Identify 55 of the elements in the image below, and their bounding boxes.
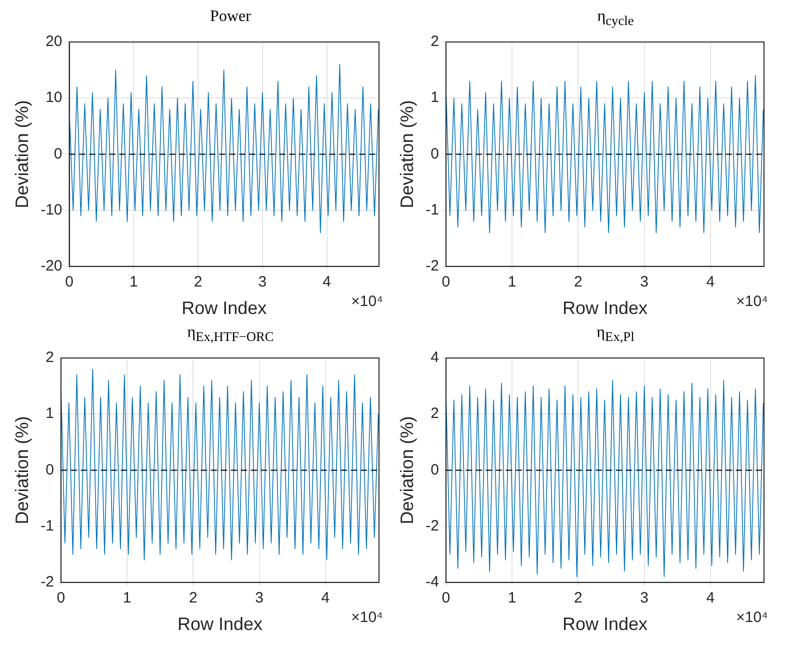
text: ×10⁴: [351, 609, 383, 626]
x-axis-title: Row Index: [182, 298, 267, 318]
y-tick-label: -20: [40, 258, 62, 275]
y-axis-title: Deviation (%): [396, 416, 417, 524]
y-tick-label: 20: [46, 33, 62, 50]
y-tick-label: 2: [430, 33, 439, 50]
x-tick-label: 1: [508, 274, 516, 291]
y-tick-label: 1: [46, 405, 54, 422]
x-tick-label: 3: [255, 590, 264, 607]
y-tick-label: 0: [430, 461, 439, 478]
x-tick-label: 0: [442, 590, 450, 607]
x-axis-title: Row Index: [177, 614, 262, 634]
x-tick-label: 4: [706, 274, 715, 291]
x-tick-label: 4: [322, 274, 332, 291]
y-tick-label: 2: [46, 349, 54, 366]
y-axis-title: Deviation (%): [396, 100, 417, 208]
y-tick-label: 2: [430, 405, 439, 422]
y-tick-label: 10: [46, 89, 62, 106]
x-tick-label: 3: [640, 590, 648, 607]
y-axis-title: Deviation (%): [12, 100, 32, 208]
y-tick-label: -4: [426, 574, 439, 591]
x-tick-label: 2: [189, 590, 198, 607]
y-tick-label: -2: [426, 258, 439, 275]
y-tick-label: 0: [46, 461, 54, 478]
x-tick-label: 3: [258, 274, 267, 291]
y-tick-label: 1: [430, 89, 439, 106]
x-axis-title: Row Index: [562, 298, 648, 318]
chart-title: η$_{Ex,Pl}$: [596, 324, 636, 346]
text: ×10⁴: [351, 293, 383, 310]
x-tick-label: 3: [640, 274, 648, 291]
text: ×10⁴: [736, 293, 768, 310]
x-tick-label: 2: [574, 274, 582, 291]
x-tick-label: 2: [194, 274, 202, 291]
x-tick-label: 1: [508, 590, 516, 607]
y-tick-label: -2: [426, 517, 439, 534]
x-tick-label: 1: [130, 274, 138, 291]
y-tick-label: 4: [430, 349, 439, 366]
chart-title: η$_{cycle}$: [596, 8, 635, 30]
x-tick-label: 1: [122, 590, 132, 607]
text: ×10⁴: [736, 609, 768, 626]
x-tick-label: 4: [706, 590, 715, 607]
x-tick-label: 4: [321, 590, 330, 607]
y-tick-label: -1: [426, 201, 439, 218]
x-tick-label: 0: [65, 274, 74, 291]
y-tick-label: 0: [430, 145, 439, 162]
x-tick-label: 0: [442, 274, 450, 291]
y-tick-label: 0: [54, 145, 62, 162]
x-axis-title: Row Index: [562, 614, 648, 634]
y-tick-label: -10: [40, 201, 62, 218]
y-tick-label: -2: [40, 574, 54, 591]
x-tick-label: 2: [574, 590, 582, 607]
chart-title: η$_{Ex,HTF−ORC}$: [186, 324, 275, 346]
y-tick-label: -1: [40, 517, 54, 534]
y-axis-title: Deviation (%): [12, 416, 32, 524]
chart-title: Power: [209, 8, 252, 27]
